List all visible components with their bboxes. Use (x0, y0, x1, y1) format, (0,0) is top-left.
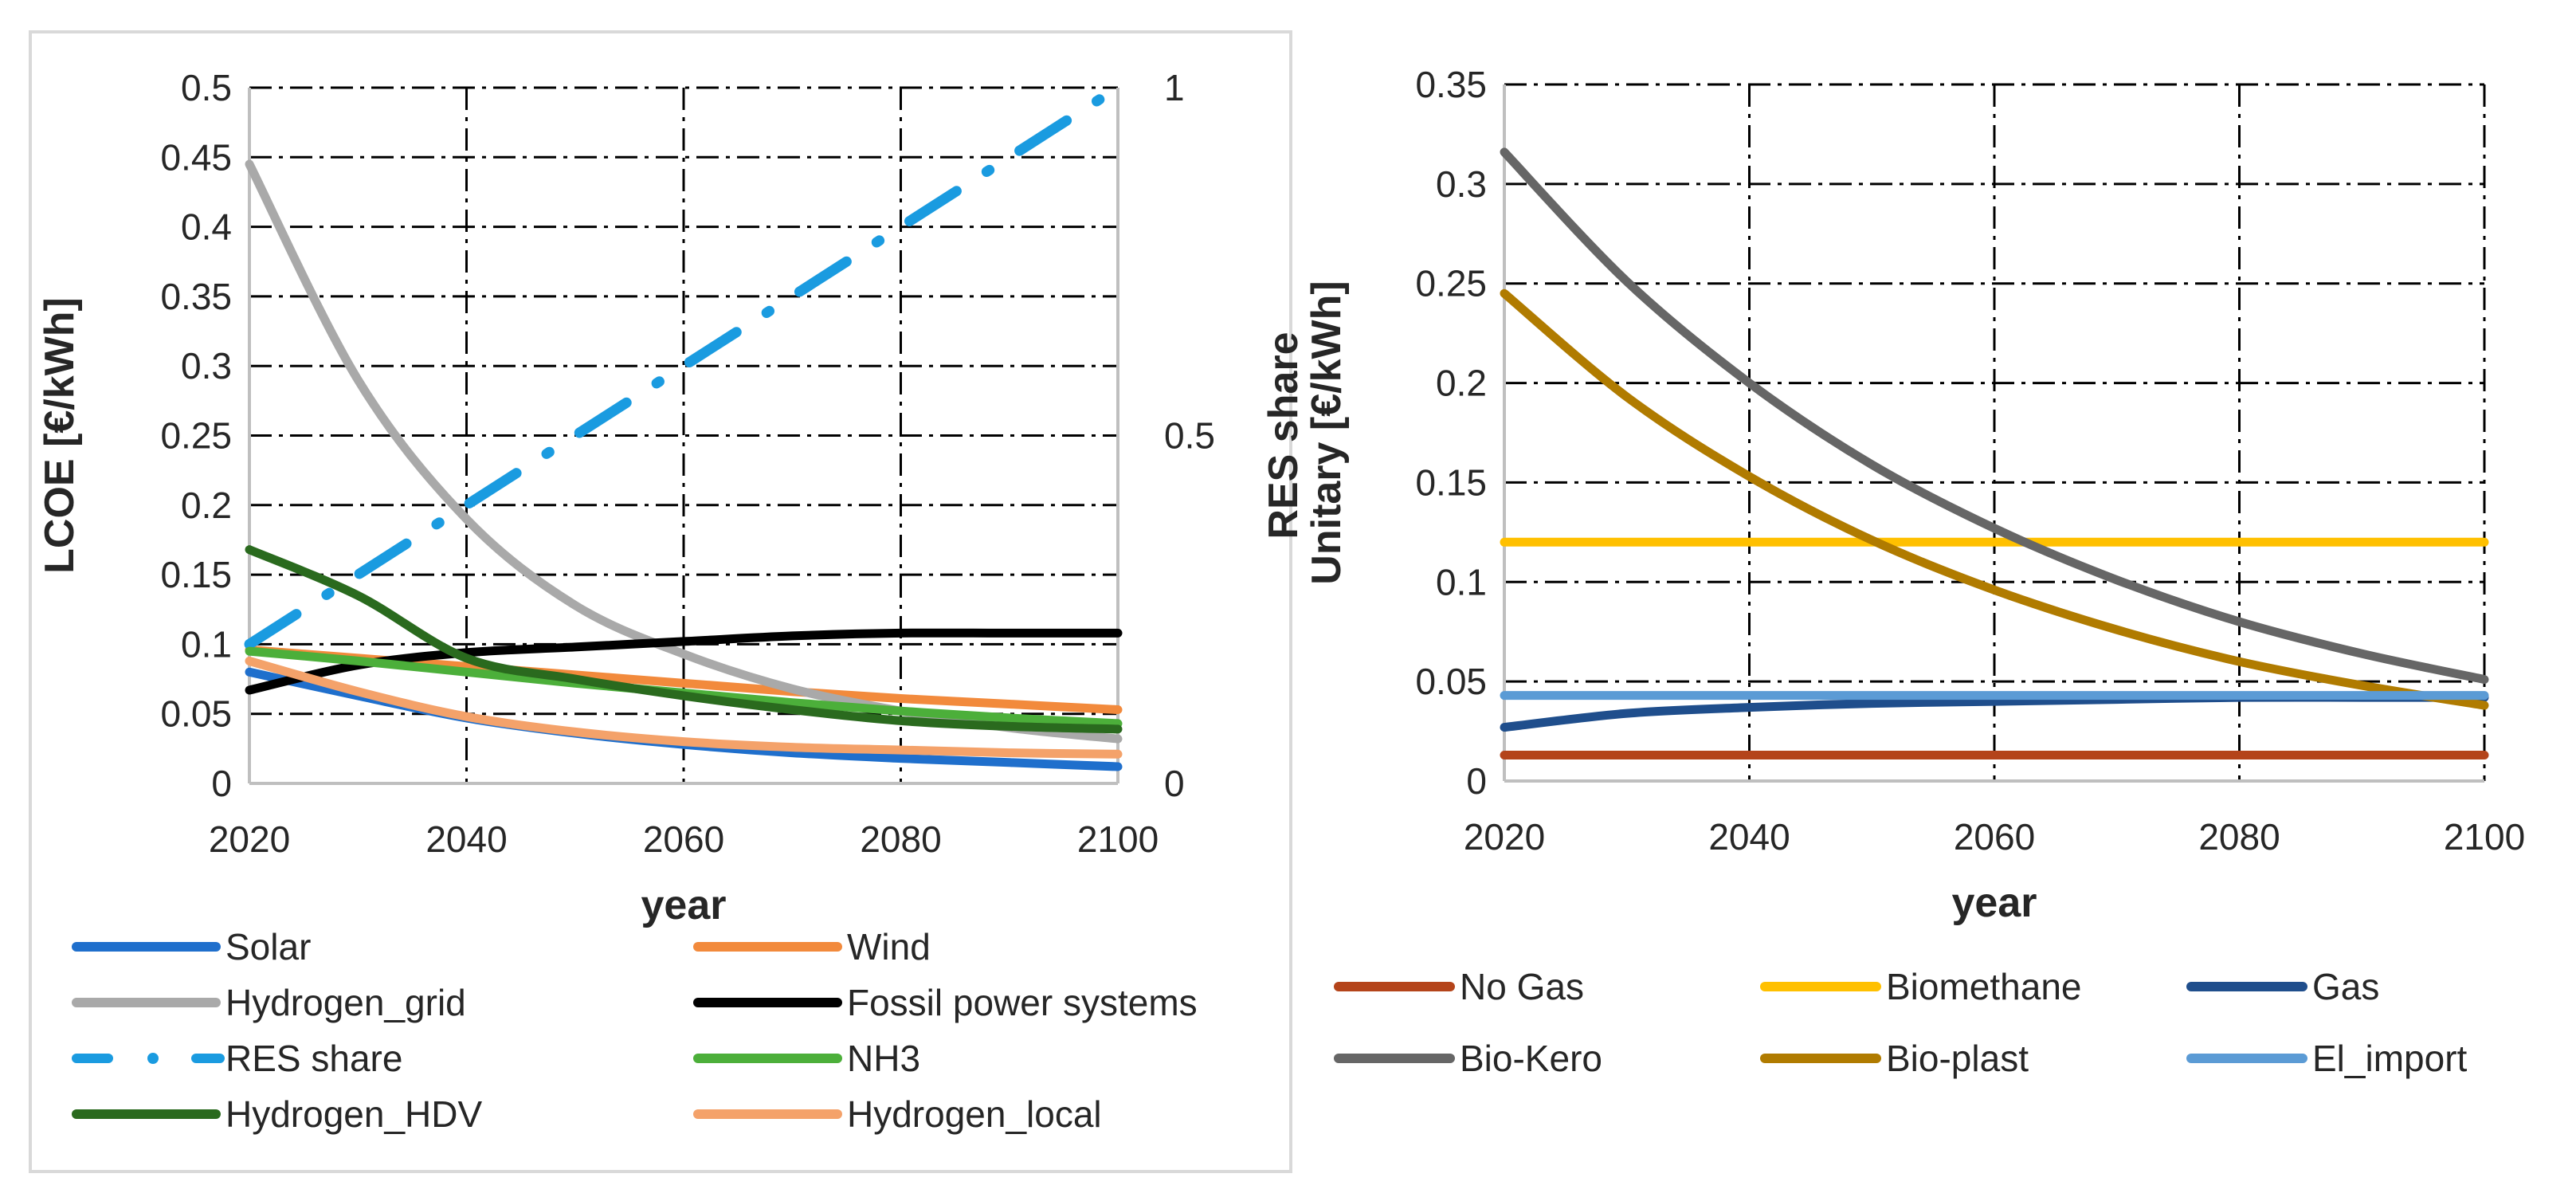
legend-label-bio-kero: Bio-Kero (1460, 1038, 1602, 1079)
legend-label-wind: Wind (847, 926, 931, 967)
y-axis-title: LCOE [€/kWh] (37, 297, 83, 574)
y-tick-label: 0.3 (1436, 163, 1487, 205)
y-tick-label: 0.05 (1415, 661, 1487, 702)
y-tick-label: 0.2 (1436, 363, 1487, 404)
y-tick-label: 0.4 (181, 206, 232, 248)
legend-label-el-import: El_import (2312, 1038, 2468, 1079)
y-tick-label: 0 (1466, 760, 1487, 802)
y-tick-label: 0.15 (1415, 461, 1487, 503)
y-axis-title: Unitary [€/kWh] (1304, 281, 1350, 584)
y-tick-label: 0.25 (1415, 263, 1487, 304)
legend-swatch-dot-res-share (147, 1053, 159, 1064)
y-tick-label: 0.45 (160, 136, 232, 178)
y-tick-label: 0.1 (181, 623, 232, 665)
x-tick-label: 2060 (643, 818, 724, 860)
legend-label-fossil-power-systems: Fossil power systems (847, 982, 1198, 1023)
y-tick-label: 0.35 (160, 276, 232, 317)
y-tick-label: 0.05 (160, 693, 232, 735)
legend-label-bio-plast: Bio-plast (1886, 1038, 2029, 1079)
legend-label-gas: Gas (2312, 966, 2379, 1007)
y2-tick-label: 1 (1164, 67, 1185, 108)
series-line-res-share (244, 82, 1123, 650)
x-tick-label: 2040 (425, 818, 507, 860)
legend-label-hydrogen-local: Hydrogen_local (847, 1093, 1102, 1135)
x-tick-label: 2100 (1077, 818, 1159, 860)
series-line-bio-kero (1500, 147, 2489, 685)
right-chart: 0 0.05 0.1 0.15 0.2 0.25 0.3 0.35 2020 2040 2060 20… (1304, 64, 2525, 1079)
left-chart-border (29, 30, 1292, 1173)
y2-tick-label: 0 (1164, 763, 1185, 804)
y-tick-label: 0.1 (1436, 561, 1487, 602)
x-tick-label: 2100 (2444, 816, 2525, 858)
x-tick-label: 2040 (1708, 816, 1790, 858)
legend-label-no-gas: No Gas (1460, 966, 1584, 1007)
y-tick-label: 0.35 (1415, 64, 1487, 105)
left-chart: 0 0.05 0.1 0.15 0.2 0.25 0.3 0.35 0.4 0.45 0.5 2020… (37, 67, 1307, 1135)
x-tick-label: 2080 (2198, 816, 2280, 858)
x-tick-label: 2080 (860, 818, 941, 860)
y-tick-label: 0.15 (160, 554, 232, 595)
legend-label-hydrogen-grid: Hydrogen_grid (225, 982, 466, 1023)
legend-label-hydrogen-hdv: Hydrogen_HDV (225, 1093, 482, 1135)
series-line-hydrogen-hdv (245, 545, 1123, 734)
legend-label-res-share: RES share (225, 1038, 402, 1079)
legend-label-nh3: NH3 (847, 1038, 920, 1079)
legend-label-solar: Solar (225, 926, 311, 967)
y-tick-label: 0.3 (181, 345, 232, 387)
y-tick-label: 0.2 (181, 485, 232, 526)
y2-tick-label: 0.5 (1164, 415, 1215, 457)
x-axis-title: year (641, 882, 727, 928)
y2-axis-title: RES share (1261, 332, 1307, 539)
legend-label-biomethane: Biomethane (1886, 966, 2082, 1007)
series-line-hydrogen-local (245, 656, 1123, 759)
x-tick-label: 2020 (209, 818, 290, 860)
y-tick-label: 0.5 (181, 67, 232, 108)
x-tick-label: 2020 (1464, 816, 1545, 858)
x-tick-label: 2060 (1954, 816, 2035, 858)
series-line-bio-plast (1500, 288, 2489, 710)
y-tick-label: 0 (211, 763, 232, 804)
x-axis-title: year (1952, 880, 2037, 926)
y-tick-label: 0.25 (160, 415, 232, 457)
